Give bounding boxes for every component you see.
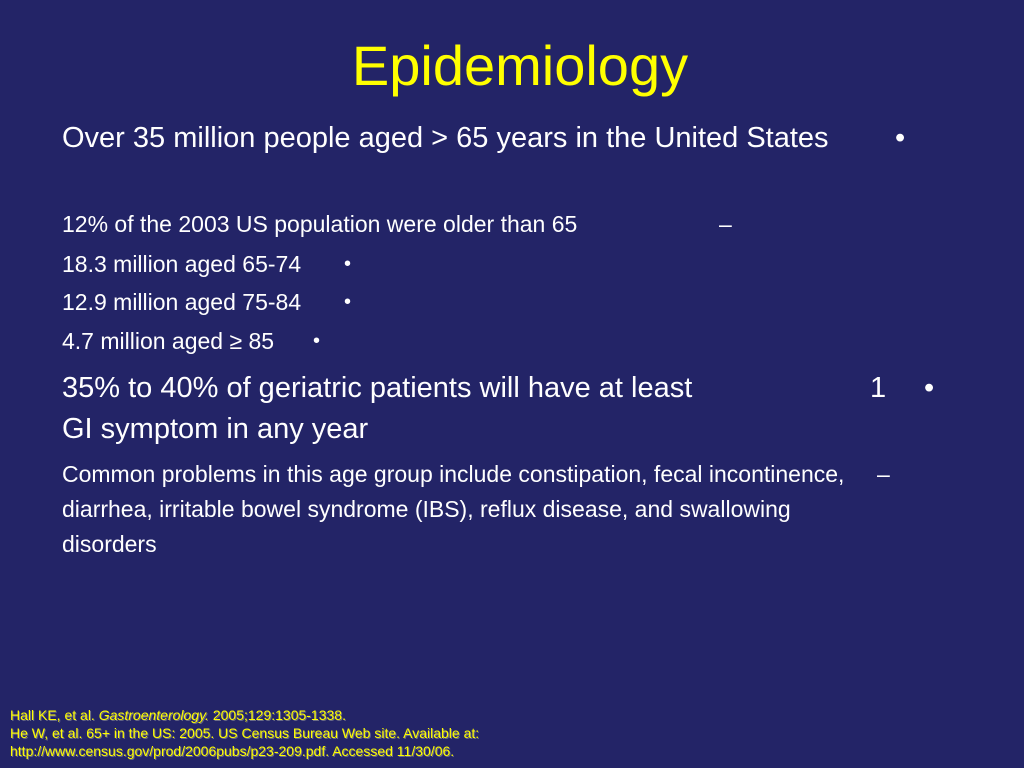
bullet-marker: • bbox=[924, 372, 935, 404]
reference-1: Hall KE, et al. Gastroenterology. 2005;1… bbox=[10, 707, 346, 723]
reference-2: He W, et al. 65+ in the US: 2005. US Cen… bbox=[10, 725, 480, 741]
bullet-marker: • bbox=[313, 330, 321, 352]
reference-3: http://www.census.gov/prod/2006pubs/p23-… bbox=[10, 743, 455, 759]
dash-marker: – bbox=[877, 461, 890, 487]
sub-item-3: 12.9 million aged 75-84 bbox=[62, 289, 302, 315]
sub-item-2: 18.3 million aged 65-74 bbox=[62, 251, 302, 277]
bullet-item-1: Over 35 million people aged > 65 years i… bbox=[62, 122, 829, 154]
bullet-marker: • bbox=[344, 291, 352, 313]
bullet-marker: • bbox=[344, 253, 352, 275]
sub-item-1: 12% of the 2003 US population were older… bbox=[62, 211, 578, 237]
slide-title: Epidemiology bbox=[351, 34, 689, 97]
bullet-item-2-line-1: 35% to 40% of geriatric patients will ha… bbox=[62, 372, 693, 404]
dash-marker: – bbox=[719, 211, 732, 237]
sub-item-4: 4.7 million aged ≥ 85 bbox=[62, 328, 275, 354]
bullet-item-2-line-2: GI symptom in any year bbox=[62, 413, 369, 445]
sub-item-5: Common problems in this age group includ… bbox=[62, 461, 845, 557]
references: Hall KE, et al. Gastroenterology. 2005;1… bbox=[10, 706, 479, 760]
footnote-number: 1 bbox=[870, 372, 887, 404]
bullet-marker: • bbox=[895, 122, 906, 154]
journal-name: Gastroenterology. bbox=[98, 707, 209, 723]
